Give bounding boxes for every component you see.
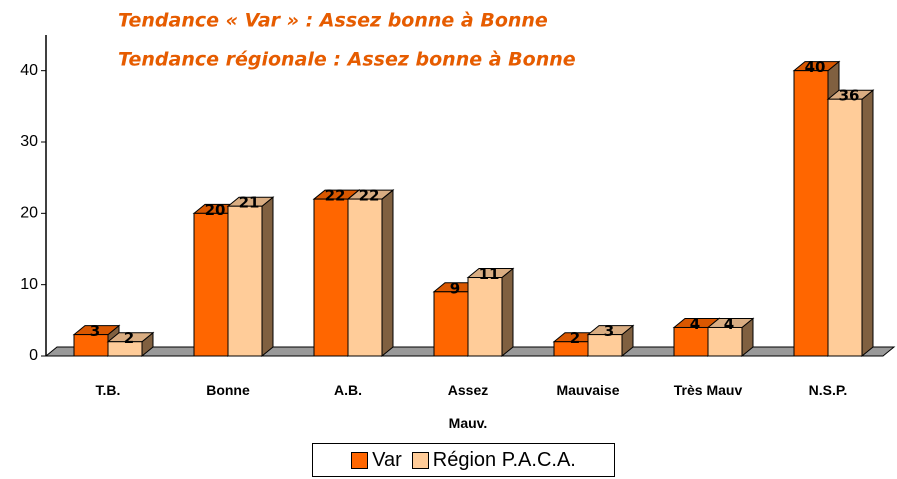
legend-item: Var	[351, 449, 402, 472]
x-tick-label: N.S.P.	[808, 382, 848, 398]
data-label: 21	[239, 194, 260, 212]
bar	[586, 324, 635, 358]
data-label: 4	[724, 315, 734, 333]
bar-front	[467, 277, 503, 357]
bar-side	[381, 189, 394, 358]
bar-front	[107, 341, 143, 357]
legend-swatch	[411, 451, 429, 469]
legend-label: Var	[372, 448, 402, 471]
legend-item: Région P.A.C.A.	[411, 448, 576, 472]
y-tick-label: 30	[20, 133, 38, 150]
bar-front	[313, 198, 349, 357]
bar	[226, 196, 275, 358]
bar-front	[227, 205, 263, 357]
data-label: 40	[805, 58, 826, 76]
x-tick-label: Assez Mauv.	[447, 382, 489, 431]
data-label: 11	[479, 265, 500, 283]
bar	[826, 89, 875, 358]
data-label: 4	[690, 315, 700, 333]
bar-front	[707, 326, 743, 357]
bar-front	[793, 70, 829, 357]
data-label: 9	[450, 279, 460, 297]
legend-swatch	[351, 451, 369, 469]
data-label: 3	[604, 322, 614, 340]
bar	[466, 267, 515, 358]
chart-title: Tendance « Var » : Assez bonne à Bonne	[118, 10, 548, 32]
x-tick-label: Mauvaise	[556, 382, 620, 398]
bar-front	[193, 212, 229, 357]
data-label: 2	[124, 329, 134, 347]
x-tick-label: A.B.	[334, 382, 362, 398]
bar	[706, 317, 755, 358]
data-label: 3	[90, 322, 100, 340]
x-tick-label: Bonne	[206, 382, 250, 398]
y-tick-label: 0	[29, 347, 38, 364]
data-label: 22	[325, 187, 346, 205]
bar-side	[501, 267, 514, 358]
legend: Var Région P.A.C.A.	[312, 443, 615, 477]
chart-subtitle: Tendance régionale : Assez bonne à Bonne	[118, 49, 576, 71]
data-label: 36	[839, 87, 860, 105]
bar	[346, 189, 395, 358]
bar	[106, 331, 155, 358]
legend-label: Région P.A.C.A.	[432, 448, 576, 471]
y-tick-label: 20	[20, 205, 38, 222]
data-label: 20	[205, 201, 226, 219]
bar-front	[347, 198, 383, 357]
y-tick-label: 40	[20, 62, 38, 79]
bar-side	[861, 89, 874, 358]
x-tick-label: Très Mauv	[673, 382, 743, 398]
data-label: 2	[570, 329, 580, 347]
bar-front	[673, 326, 709, 357]
bar-front	[433, 291, 469, 357]
bar-front	[827, 98, 863, 357]
bar-side	[261, 196, 274, 358]
x-tick-label: T.B.	[95, 382, 121, 398]
bar-front	[587, 334, 623, 357]
y-tick-label: 10	[20, 276, 38, 293]
data-label: 22	[359, 187, 380, 205]
